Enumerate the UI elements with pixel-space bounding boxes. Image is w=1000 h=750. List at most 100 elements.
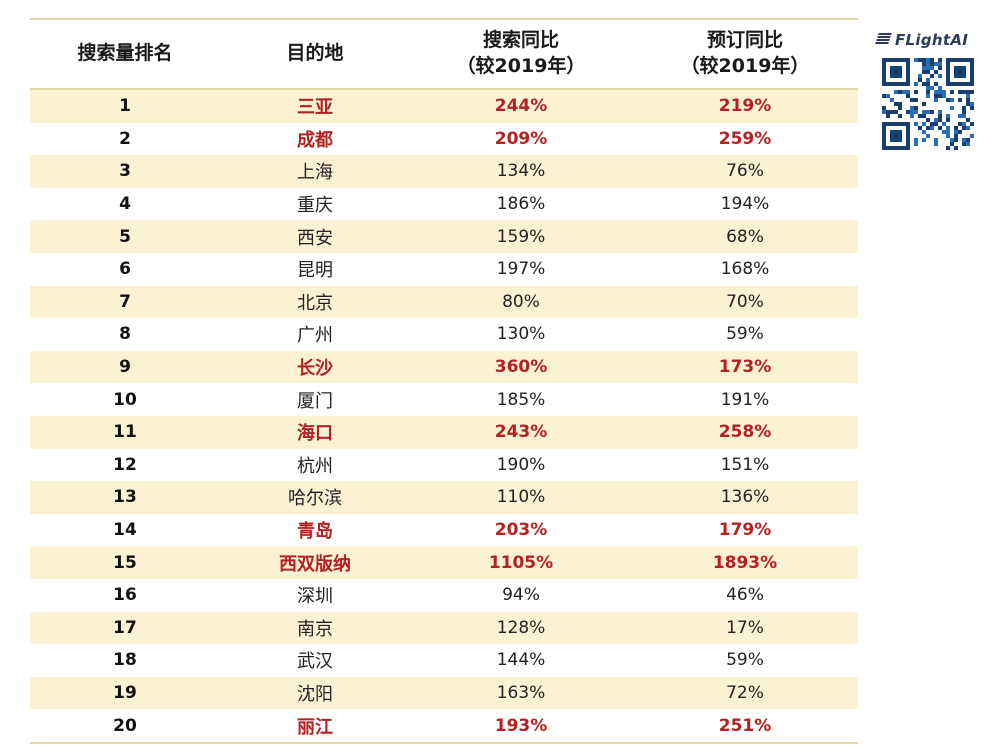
rank-cell: 18	[30, 644, 220, 677]
booking-yoy-cell: 258%	[632, 415, 858, 449]
rank-cell: 15	[30, 546, 220, 579]
search-yoy-cell: 190%	[410, 448, 632, 482]
table-row: 15 西双版纳 1105% 1893%	[30, 546, 858, 579]
search-yoy-cell: 94%	[410, 578, 632, 612]
rank-cell: 6	[30, 252, 220, 286]
destination-cell: 杭州	[220, 448, 410, 482]
destination-cell: 西安	[220, 220, 410, 253]
rank-cell: 10	[30, 383, 220, 416]
header-booking-line1: 预订同比	[706, 29, 783, 52]
table-row: 19 沈阳 163% 72%	[30, 676, 858, 710]
search-yoy-cell: 80%	[410, 285, 632, 319]
booking-yoy-cell: 219%	[632, 89, 858, 123]
table-row: 13 哈尔滨 110% 136%	[30, 481, 858, 514]
logo-text: FLightAI	[895, 31, 969, 49]
rank-cell: 2	[30, 122, 220, 156]
rank-cell: 16	[30, 578, 220, 612]
booking-yoy-cell: 59%	[632, 644, 858, 677]
table-row: 5 西安 159% 68%	[30, 220, 858, 253]
table-row: 12 杭州 190% 151%	[30, 448, 858, 482]
booking-yoy-cell: 1893%	[632, 546, 858, 579]
rank-cell: 5	[30, 220, 220, 253]
search-yoy-cell: 209%	[410, 122, 632, 156]
table-row: 10 厦门 185% 191%	[30, 383, 858, 416]
table-row: 9 长沙 360% 173%	[30, 350, 858, 384]
rank-cell: 14	[30, 513, 220, 547]
table-row: 18 武汉 144% 59%	[30, 644, 858, 677]
table-row: 7 北京 80% 70%	[30, 285, 858, 319]
table-body: 1 三亚 244% 219% 2 成都 209% 259% 3 上海 134% 76% 4 重庆 186% 1…	[30, 89, 858, 744]
booking-yoy-cell: 173%	[632, 350, 858, 384]
destination-cell: 长沙	[220, 350, 410, 384]
table-row: 14 青岛 203% 179%	[30, 513, 858, 547]
header-search-yoy: 搜索同比 （较2019年）	[410, 20, 632, 90]
destination-cell: 哈尔滨	[220, 481, 410, 514]
booking-yoy-cell: 168%	[632, 252, 858, 286]
table-row: 3 上海 134% 76%	[30, 155, 858, 188]
search-yoy-cell: 197%	[410, 252, 632, 286]
booking-yoy-cell: 68%	[632, 220, 858, 253]
search-yoy-cell: 134%	[410, 155, 632, 188]
header-search-line1: 搜索同比	[482, 29, 559, 52]
booking-yoy-cell: 151%	[632, 448, 858, 482]
booking-yoy-cell: 191%	[632, 383, 858, 416]
destination-cell: 厦门	[220, 383, 410, 416]
booking-yoy-cell: 76%	[632, 155, 858, 188]
search-yoy-cell: 244%	[410, 89, 632, 123]
rank-cell: 7	[30, 285, 220, 319]
booking-yoy-cell: 59%	[632, 318, 858, 351]
rank-cell: 8	[30, 318, 220, 351]
search-yoy-cell: 144%	[410, 644, 632, 677]
table-row: 16 深圳 94% 46%	[30, 578, 858, 612]
header-rank: 搜索量排名	[30, 20, 220, 90]
booking-yoy-cell: 194%	[632, 187, 858, 221]
destination-cell: 三亚	[220, 89, 410, 123]
destination-cell: 南京	[220, 611, 410, 645]
destination-cell: 深圳	[220, 578, 410, 612]
booking-yoy-cell: 17%	[632, 611, 858, 645]
table-header: 搜索量排名 目的地 搜索同比 （较2019年） 预订同比 （较2019年）	[30, 20, 858, 90]
booking-yoy-cell: 72%	[632, 676, 858, 710]
search-yoy-cell: 360%	[410, 350, 632, 384]
destination-cell: 沈阳	[220, 676, 410, 710]
search-yoy-cell: 203%	[410, 513, 632, 547]
booking-yoy-cell: 259%	[632, 122, 858, 156]
booking-yoy-cell: 179%	[632, 513, 858, 547]
header-booking-yoy: 预订同比 （较2019年）	[632, 20, 858, 90]
rank-cell: 9	[30, 350, 220, 384]
rank-cell: 11	[30, 415, 220, 449]
destination-cell: 青岛	[220, 513, 410, 547]
rank-cell: 13	[30, 481, 220, 514]
destination-cell: 广州	[220, 318, 410, 351]
search-yoy-cell: 185%	[410, 383, 632, 416]
search-yoy-cell: 159%	[410, 220, 632, 253]
destination-cell: 丽江	[220, 709, 410, 744]
booking-yoy-cell: 136%	[632, 481, 858, 514]
table-row: 17 南京 128% 17%	[30, 611, 858, 645]
rank-cell: 4	[30, 187, 220, 221]
stripes-logo-icon	[874, 31, 892, 49]
search-yoy-cell: 243%	[410, 415, 632, 449]
flightai-logo: FLightAI	[874, 30, 990, 49]
table-row: 6 昆明 197% 168%	[30, 252, 858, 286]
rank-cell: 20	[30, 709, 220, 744]
search-yoy-cell: 193%	[410, 709, 632, 744]
table-row: 2 成都 209% 259%	[30, 122, 858, 156]
header-search-line2: （较2019年）	[456, 55, 586, 77]
rank-cell: 12	[30, 448, 220, 482]
rank-cell: 1	[30, 89, 220, 123]
rank-cell: 3	[30, 155, 220, 188]
rank-cell: 17	[30, 611, 220, 645]
search-yoy-cell: 1105%	[410, 546, 632, 579]
search-yoy-cell: 130%	[410, 318, 632, 351]
booking-yoy-cell: 46%	[632, 578, 858, 612]
qr-code-icon	[882, 58, 974, 150]
header-rank-label: 搜索量排名	[77, 42, 173, 65]
search-yoy-cell: 128%	[410, 611, 632, 645]
table-row: 4 重庆 186% 194%	[30, 187, 858, 221]
destination-cell: 西双版纳	[220, 546, 410, 579]
destination-cell: 成都	[220, 122, 410, 156]
destination-cell: 重庆	[220, 187, 410, 221]
